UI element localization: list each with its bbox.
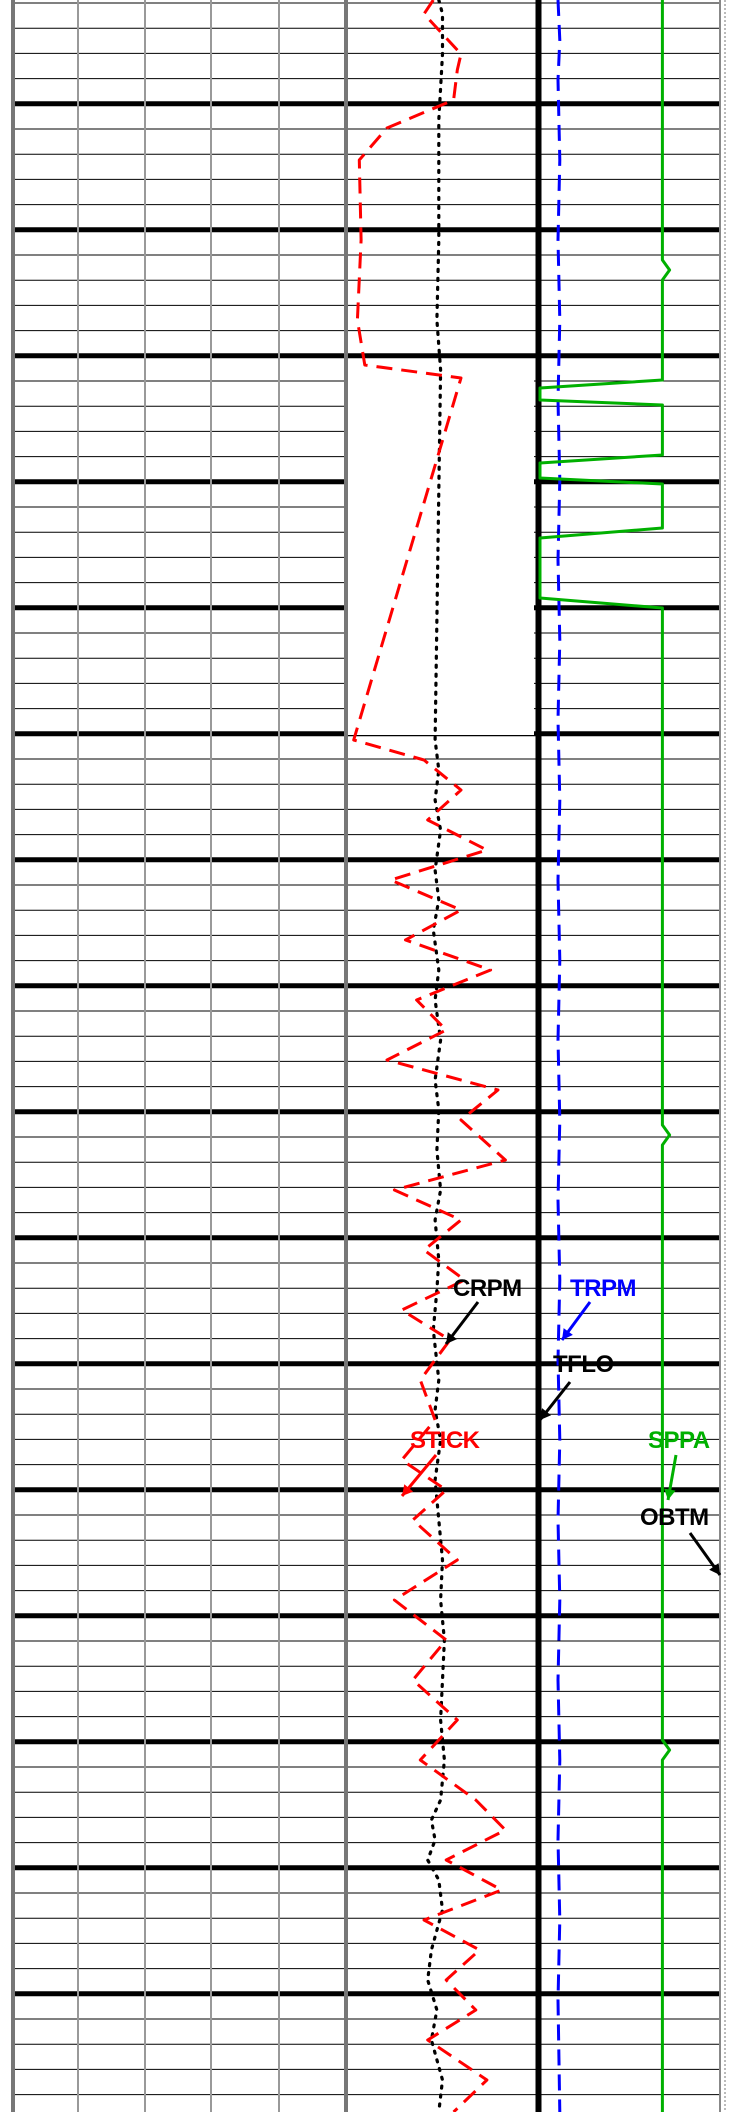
arrow-crpm-head [446, 1332, 457, 1344]
series-stick-curve [352, 0, 507, 2112]
log-curves [352, 0, 672, 2112]
track-gap [348, 378, 534, 735]
label-tflo: TFLO [553, 1351, 614, 1378]
label-trpm: TRPM [570, 1275, 636, 1302]
arrow-sppa-head [664, 1488, 676, 1500]
series-sppa-curve [538, 0, 672, 2112]
label-crpm: CRPM [453, 1275, 522, 1302]
arrow-tflo-head [540, 1408, 552, 1420]
series-crpm-curve [426, 0, 446, 2112]
curve-annotations: CRPM TRPM TFLO STICK SPPA OBTM [400, 1275, 722, 1576]
label-sppa: SPPA [648, 1427, 710, 1454]
arrow-stick-head [402, 1484, 414, 1496]
label-obtm: OBTM [640, 1504, 709, 1531]
label-stick: STICK [410, 1427, 481, 1454]
log-grid [11, 0, 726, 2112]
arrow-trpm-head [562, 1328, 573, 1340]
arrow-obtm-head [709, 1563, 720, 1575]
series-trpm-curve [556, 0, 562, 2112]
